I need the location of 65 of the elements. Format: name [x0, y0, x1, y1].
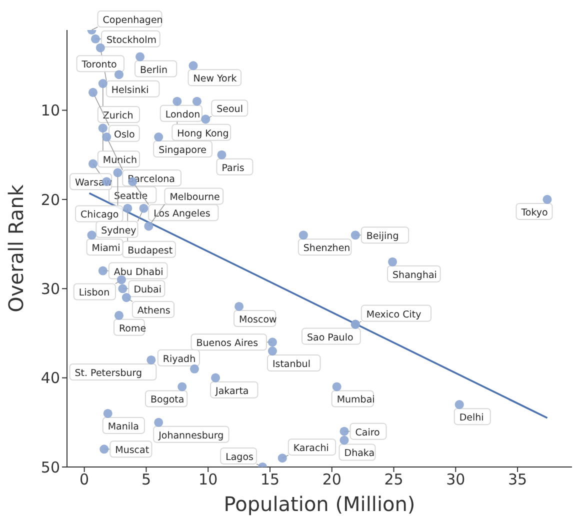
- x-tick-label: 35: [508, 470, 528, 489]
- annotation: Beijing: [366, 231, 399, 242]
- annotation: Seattle: [114, 190, 148, 202]
- x-tick-label: 25: [384, 470, 404, 489]
- annotation: Oslo: [114, 129, 136, 140]
- annotation: Moscow: [239, 314, 278, 326]
- annotation: Toronto: [80, 60, 118, 71]
- annotation: Sao Paulo: [306, 332, 354, 344]
- annotation: Lagos: [226, 452, 254, 463]
- annotation: Muscat: [115, 445, 150, 456]
- annotation: Abu Dhabi: [114, 266, 164, 278]
- annotation: Tokyo: [520, 207, 548, 218]
- annotation: Paris: [222, 162, 244, 174]
- annotation: Barcelona: [128, 174, 176, 186]
- y-tick-label: 30: [40, 280, 60, 298]
- annotation: Munich: [102, 155, 138, 166]
- annotation: Los Angeles: [154, 208, 210, 220]
- annotation: Berlin: [140, 64, 168, 76]
- x-tick-label: 0: [80, 470, 90, 489]
- annotation: Melbourne: [170, 192, 220, 204]
- annotation: Stockholm: [106, 34, 156, 46]
- annotation: Manila: [108, 421, 139, 432]
- y-tick-label: 50: [40, 458, 60, 476]
- annotation: Riyadh: [162, 354, 196, 365]
- annotation: Miami: [92, 243, 120, 254]
- x-tick-label: 30: [446, 470, 466, 489]
- annotation: Copenhagen: [102, 15, 163, 26]
- annotation: Mexico City: [366, 309, 422, 320]
- annotation: Singapore: [158, 145, 207, 156]
- annotation: Istanbul: [272, 359, 310, 370]
- annotation: London: [165, 109, 200, 120]
- annotation: Athens: [137, 306, 170, 317]
- annotation: Hong Kong: [177, 128, 229, 140]
- x-tick-label: 5: [141, 470, 151, 489]
- annotation: Seoul: [216, 104, 243, 116]
- annotation: Shenzhen: [303, 243, 350, 254]
- annotation: New York: [193, 74, 238, 85]
- annotation: Johannesburg: [158, 430, 224, 442]
- annotation: Jakarta: [214, 386, 249, 397]
- y-tick-label: 20: [40, 190, 60, 209]
- annotation: Zurich: [102, 110, 134, 122]
- annotation: Helsinki: [111, 84, 149, 96]
- annotation: Sydney: [101, 225, 137, 236]
- annotation: Dubai: [134, 284, 162, 296]
- annotation: Mumbai: [336, 394, 375, 406]
- x-tick-label: 15: [260, 470, 280, 489]
- annotation: Budapest: [128, 245, 173, 256]
- y-tick-label: 40: [40, 369, 60, 388]
- annotation: Rome: [118, 323, 146, 334]
- annotation: Chicago: [80, 210, 119, 221]
- x-tick-label: 20: [322, 470, 342, 489]
- y-axis-title: Overall Rank: [4, 184, 28, 312]
- annotation: Bogota: [150, 394, 184, 406]
- annotation: Lisbon: [78, 288, 110, 299]
- annotation: Cairo: [355, 427, 380, 438]
- y-tick-label: 10: [40, 102, 60, 120]
- annotation: Dhaka: [344, 448, 375, 460]
- annotation: Karachi: [293, 443, 329, 454]
- annotation: Warsaw: [75, 178, 112, 189]
- annotation: Delhi: [459, 412, 484, 424]
- x-axis-title: Population (Million): [224, 492, 416, 516]
- annotation: Shanghai: [392, 270, 437, 281]
- x-tick-label: 10: [198, 470, 218, 489]
- annotation: Buenos Aires: [196, 338, 258, 350]
- annotation: St. Petersburg: [74, 368, 142, 379]
